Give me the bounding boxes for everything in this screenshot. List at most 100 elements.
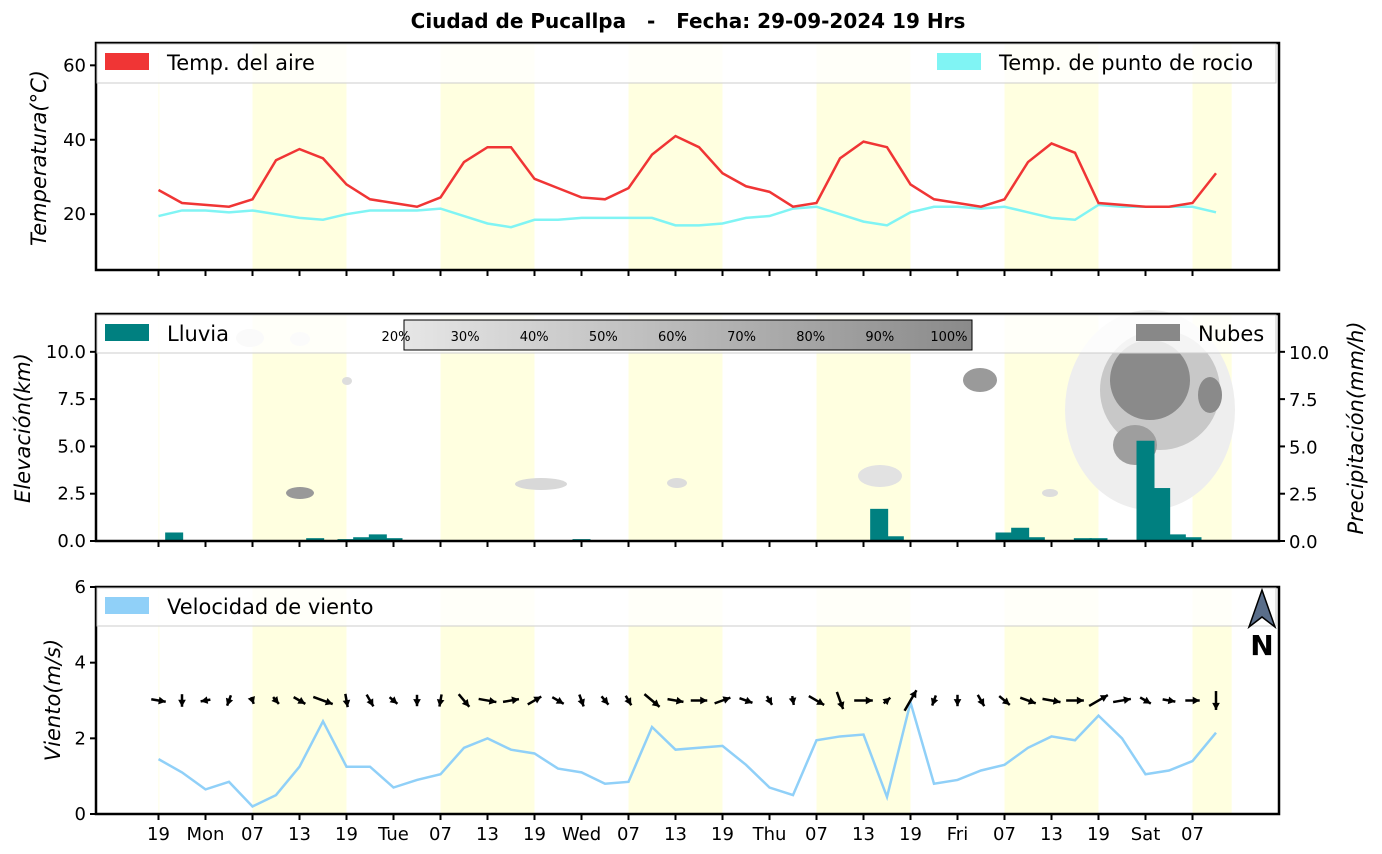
rain-bar — [1152, 488, 1171, 541]
x-tick-label: Fri — [947, 824, 968, 845]
y-tick-label: 4 — [75, 653, 86, 674]
legend-label-dew-point: Temp. de punto de rocio — [998, 51, 1253, 75]
colorbar-label: 80% — [796, 330, 825, 345]
wind-arrow — [527, 695, 542, 706]
wind-panel: 0 2 4 6 19 Mon 07 13 19 Tue 07 13 19 Wed 07 13 19 Thu 07 1… — [41, 577, 1281, 845]
y-tick-label: 10.0 — [1289, 343, 1329, 364]
wind-arrow — [1066, 696, 1084, 705]
y-tick-label: 2.5 — [1289, 485, 1318, 506]
wind-arrow — [1162, 696, 1176, 705]
elevation-ylabel: Elevación(km) — [11, 353, 35, 503]
x-tick-label: 07 — [1181, 824, 1204, 845]
wind-arrow — [225, 694, 234, 707]
rain-bar — [1089, 538, 1108, 541]
y-tick-label: 2 — [75, 728, 86, 749]
x-tick-label: 13 — [664, 824, 687, 845]
x-tick-label: 19 — [147, 824, 170, 845]
wind-arrow — [1019, 696, 1037, 705]
x-tick-label: 07 — [241, 824, 264, 845]
wind-arrow — [930, 694, 939, 707]
wind-arrow — [1139, 696, 1152, 705]
wind-arrow — [903, 689, 918, 712]
legend-swatch-rain — [105, 324, 149, 341]
y-tick-label: 0 — [75, 804, 86, 825]
x-tick-label: 19 — [335, 824, 358, 845]
wind-arrow — [643, 693, 661, 708]
colorbar-label: 100% — [930, 330, 967, 345]
precipitation-ylabel: Precipitación(mm/h) — [1344, 321, 1368, 534]
wind-arrow — [436, 694, 445, 707]
wind-arrow — [551, 696, 565, 705]
legend-swatch-dew-point — [937, 53, 981, 70]
daytime-band — [158, 43, 160, 270]
legend-swatch-clouds — [1136, 324, 1180, 341]
rain-bar — [995, 532, 1014, 541]
colorbar-label: 30% — [451, 330, 480, 345]
x-tick-label: Sat — [1131, 824, 1161, 845]
legend-swatch-wind-speed — [105, 597, 149, 614]
wind-arrow — [788, 695, 797, 706]
rain-bar — [1136, 440, 1155, 541]
temperature-panel: 20 40 60 Temp. del aire Temp. de punto de … — [27, 41, 1281, 276]
colorbar-label: 20% — [382, 330, 411, 345]
x-tick-label: 13 — [852, 824, 875, 845]
rain-bar — [1183, 537, 1202, 541]
wind-arrow — [271, 696, 280, 705]
wind-arrow — [312, 695, 334, 706]
x-tick-label: Mon — [187, 824, 225, 845]
wind-arrow — [1185, 696, 1200, 705]
rain-bar — [870, 508, 889, 541]
dew-point-line — [158, 203, 1217, 229]
x-tick-label: 19 — [523, 824, 546, 845]
wind-arrow — [1042, 697, 1061, 705]
x-tick-label: 13 — [476, 824, 499, 845]
y-tick-label: 0.0 — [1289, 532, 1318, 553]
y-tick-label: 2.5 — [57, 484, 86, 505]
rain-bar — [384, 538, 403, 541]
colorbar-label: 50% — [589, 330, 618, 345]
y-tick-label: 40 — [63, 130, 86, 151]
wind-arrow — [388, 696, 399, 705]
x-tick-label: 07 — [993, 824, 1016, 845]
x-tick-label: Wed — [562, 824, 601, 845]
wind-arrow — [600, 695, 610, 706]
wind-direction-arrows — [151, 689, 1220, 712]
north-label: N — [1250, 629, 1273, 662]
rain-bar — [1011, 527, 1030, 541]
temperature-legend: Temp. del aire Temp. de punto de rocio — [96, 43, 1277, 84]
y-tick-label: 60 — [63, 55, 86, 76]
legend-swatch-air-temp — [105, 53, 149, 70]
wind-arrow — [478, 697, 497, 705]
wind-ylabel: Viento(m/s) — [41, 639, 65, 761]
wind-arrow — [293, 696, 306, 705]
chart-title: Ciudad de Pucallpa - Fecha: 29-09-2024 1… — [411, 9, 966, 33]
wind-arrow — [457, 693, 471, 708]
rain-bar — [885, 536, 904, 541]
cloud-cover — [236, 310, 1235, 510]
wind-arrow — [739, 696, 753, 705]
wind-arrow — [882, 696, 892, 706]
rain-bar — [165, 532, 184, 541]
wind-arrow — [247, 695, 255, 705]
wind-arrow — [200, 696, 211, 704]
colorbar-label: 40% — [520, 330, 549, 345]
y-tick-label: 7.5 — [57, 389, 86, 410]
wind-arrow — [1212, 691, 1220, 710]
daytime-band — [158, 314, 160, 541]
x-tick-label: 19 — [899, 824, 922, 845]
y-tick-label: 20 — [63, 204, 86, 225]
air-temp-line — [157, 134, 1217, 209]
x-tick-label: 13 — [288, 824, 311, 845]
colorbar-gradient — [403, 319, 973, 351]
y-tick-label: 10.0 — [46, 342, 86, 363]
north-arrow-icon: N — [1247, 587, 1277, 662]
x-tick-label: Thu — [752, 824, 787, 845]
y-tick-label: 6 — [75, 577, 86, 598]
colorbar-label: 70% — [727, 330, 756, 345]
y-tick-label: 5.0 — [1289, 437, 1318, 458]
y-tick-label: 0.0 — [57, 531, 86, 552]
cloud-colorbar: 20% 30% 40% 50% 60% 70% 80% 90% 100% — [382, 319, 973, 351]
wind-arrow — [765, 695, 774, 706]
rain-bar — [1167, 534, 1186, 541]
